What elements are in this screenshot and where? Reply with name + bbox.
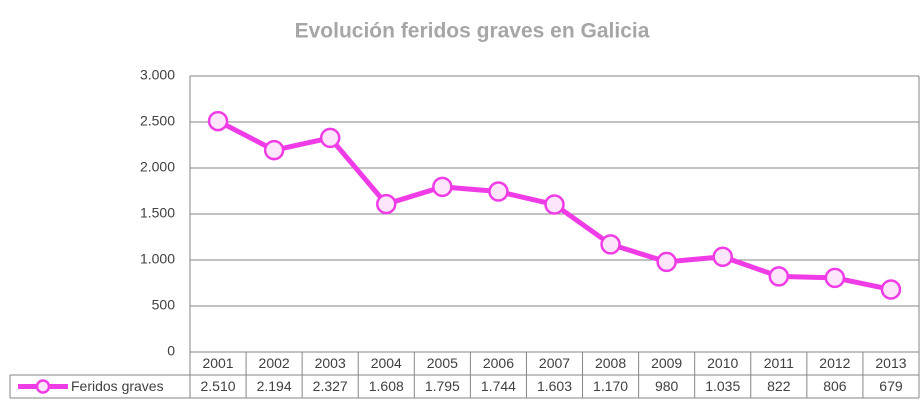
- data-table-value: 806: [823, 378, 847, 394]
- x-tick-label: 2004: [371, 355, 402, 371]
- chart-title: Evolución feridos graves en Galicia: [295, 20, 650, 43]
- x-tick-label: 2012: [819, 355, 850, 371]
- marker: [544, 194, 565, 215]
- data-table-value: 1.795: [425, 378, 460, 394]
- marker: [207, 110, 229, 132]
- data-table-value: 2.327: [313, 378, 348, 394]
- marker: [319, 127, 341, 149]
- data-table-value: 679: [879, 378, 903, 394]
- y-tick-label: 1.500: [140, 205, 175, 221]
- y-tick-label: 500: [152, 297, 176, 313]
- data-table-value: 1.608: [369, 378, 404, 394]
- marker: [824, 267, 846, 289]
- x-tick-label: 2008: [595, 355, 626, 371]
- marker: [488, 181, 509, 202]
- marker: [768, 266, 790, 287]
- x-tick-label: 2002: [259, 355, 290, 371]
- y-tick-label: 0: [167, 343, 175, 359]
- data-table-value: 822: [767, 378, 791, 394]
- marker: [712, 246, 733, 268]
- x-tick-label: 2007: [539, 355, 570, 371]
- data-table-value: 2.194: [257, 378, 292, 394]
- marker: [880, 279, 902, 300]
- x-tick-label: 2001: [202, 355, 233, 371]
- x-tick-label: 2009: [651, 355, 682, 371]
- legend-marker: [35, 379, 51, 394]
- marker: [432, 176, 453, 198]
- y-tick-label: 2.000: [140, 159, 175, 175]
- y-tick-label: 3.000: [140, 67, 175, 83]
- data-table-value: 980: [655, 378, 679, 394]
- x-tick-label: 2010: [707, 355, 738, 371]
- data-table-value: 1.603: [537, 378, 572, 394]
- marker: [376, 193, 397, 215]
- x-tick-label: 2006: [483, 355, 514, 371]
- y-tick-label: 1.000: [140, 251, 175, 267]
- legend-label: Feridos graves: [71, 378, 164, 394]
- marker: [263, 139, 285, 161]
- x-tick-label: 2005: [427, 355, 458, 371]
- x-tick-label: 2013: [875, 355, 906, 371]
- x-tick-label: 2003: [315, 355, 346, 371]
- data-table-value: 2.510: [201, 378, 236, 394]
- y-tick-label: 2.500: [140, 113, 175, 129]
- marker: [656, 251, 677, 273]
- data-table-value: 1.170: [593, 378, 628, 394]
- data-table-value: 1.035: [705, 378, 740, 394]
- data-table-value: 1.744: [481, 378, 516, 394]
- x-tick-label: 2011: [764, 355, 794, 371]
- marker: [600, 234, 621, 255]
